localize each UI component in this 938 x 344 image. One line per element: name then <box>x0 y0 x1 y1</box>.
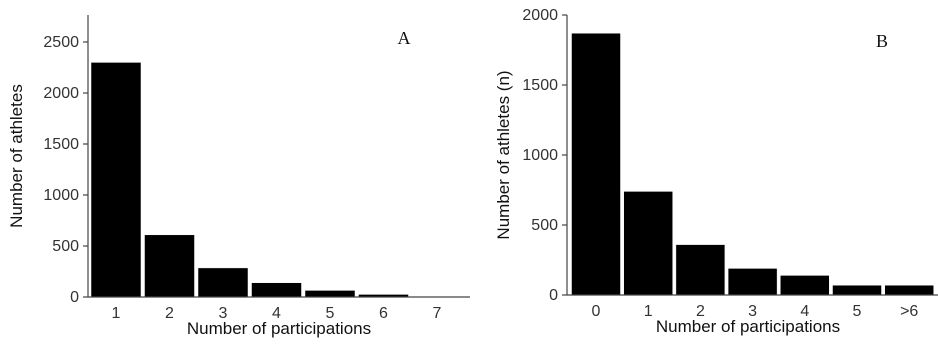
panel-a-bar-2 <box>144 234 195 298</box>
panel-b-letter: B <box>876 31 888 51</box>
panel-b-x-tick-label: 0 <box>592 303 601 320</box>
panel-a-letter: A <box>398 28 411 48</box>
panel-b-x-tick-label: 2 <box>696 303 705 320</box>
panel-a-y-tick-label: 500 <box>52 238 79 255</box>
panel-b-x-label: Number of participations <box>656 317 840 336</box>
panel-b-bar-4 <box>780 275 830 296</box>
panel-b-y-tick-label: 500 <box>531 217 558 234</box>
panel-a-x-tick-label: 3 <box>219 305 228 322</box>
panel-a-y-tick-label: 1000 <box>43 187 79 204</box>
panel-b-bar-5 <box>832 284 882 296</box>
panel-b-x-tick-label: >6 <box>900 303 918 320</box>
panel-a-y-tick-label: 0 <box>70 289 79 306</box>
panel-a-bar-4 <box>251 282 302 298</box>
panel-a-x-ticks: 1 2 3 4 5 6 7 <box>112 305 442 322</box>
panel-a-x-tick-label: 2 <box>165 305 174 322</box>
panel-b-x-tick-label: 1 <box>644 303 653 320</box>
panel-a-bar-3 <box>197 267 249 298</box>
panel-b-bar-1 <box>623 191 673 296</box>
panel-a-x-label: Number of participations <box>187 319 371 338</box>
panel-a-x-tick-label: 4 <box>272 305 281 322</box>
panel-b-bar-gt6 <box>884 284 934 296</box>
panel-b-y-label: Number of athletes (n) <box>494 70 513 239</box>
panel-b-bars <box>571 32 934 296</box>
panel-b-x-tick-label: 5 <box>853 303 862 320</box>
panel-a-y-tick-label: 1500 <box>43 136 79 153</box>
panel-a-x-tick-label: 5 <box>326 305 335 322</box>
panel-a-y-tick-label: 2000 <box>43 85 79 102</box>
panel-b: 0 500 1000 1500 2000 0 1 2 3 4 5 >6 Number of part… <box>494 7 938 336</box>
panel-a-bar-1 <box>90 62 142 298</box>
panel-b-y-ticks: 0 500 1000 1500 2000 <box>522 7 567 304</box>
panel-a-x-tick-label: 1 <box>112 305 121 322</box>
panel-b-y-tick-label: 0 <box>549 287 558 304</box>
panel-a-bar-5 <box>304 290 356 298</box>
panel-b-bar-3 <box>727 268 778 296</box>
panel-b-x-ticks: 0 1 2 3 4 5 >6 <box>592 303 919 320</box>
panel-a-y-label: Number of athletes <box>7 84 26 228</box>
panel-b-bar-2 <box>675 244 726 296</box>
panel-b-y-tick-label: 1000 <box>522 147 558 164</box>
panel-b-x-tick-label: 4 <box>800 303 809 320</box>
panel-b-y-tick-label: 1500 <box>522 77 558 94</box>
panel-a-bars <box>90 62 463 298</box>
panel-a: 0 500 1000 1500 2000 2500 1 2 3 4 5 6 7 Number of p… <box>7 15 470 338</box>
panel-a-x-tick-label: 6 <box>379 305 388 322</box>
panel-b-x-tick-label: 3 <box>748 303 757 320</box>
panel-a-y-ticks: 0 500 1000 1500 2000 2500 <box>43 34 88 306</box>
panel-b-bar-0 <box>571 32 621 296</box>
panel-a-y-tick-label: 2500 <box>43 34 79 51</box>
panel-a-x-tick-label: 7 <box>433 305 442 322</box>
panel-b-y-tick-label: 2000 <box>522 7 558 24</box>
